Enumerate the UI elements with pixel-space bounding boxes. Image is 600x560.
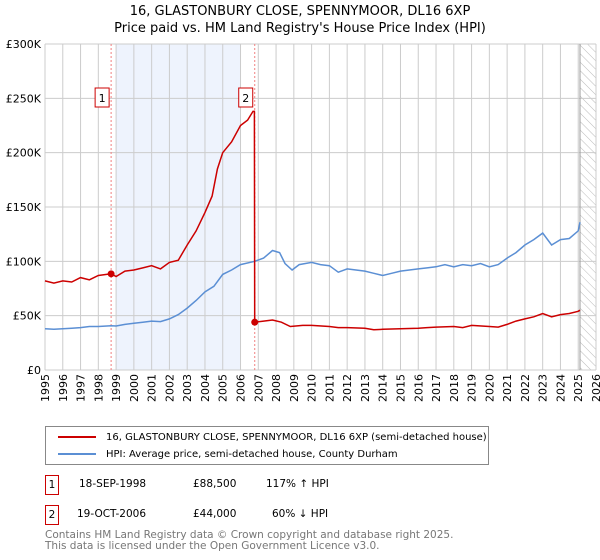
x-tick-label: 2001	[146, 374, 159, 402]
transaction-hpi: 117% ↑ HPI	[266, 478, 329, 490]
x-tick-label: 2025	[572, 374, 585, 402]
x-tick-label: 2007	[252, 374, 265, 402]
footer-copyright: Contains HM Land Registry data © Crown c…	[45, 529, 454, 541]
x-tick-label: 2021	[501, 374, 514, 402]
y-tick-label: £250K	[6, 92, 42, 105]
chart-title: 16, GLASTONBURY CLOSE, SPENNYMOOR, DL16 …	[129, 4, 471, 19]
marker-label: 2	[242, 92, 249, 105]
marker-label-box	[238, 87, 254, 108]
x-tick-label: 2003	[181, 374, 194, 402]
legend-item-property: 16, GLASTONBURY CLOSE, SPENNYMOOR, DL16 …	[58, 430, 487, 444]
x-tick-label: 1999	[110, 374, 123, 402]
x-tick-label: 2023	[537, 374, 550, 402]
x-tick-label: 2009	[288, 374, 301, 402]
marker-badge: 1	[45, 475, 59, 495]
x-tick-label: 2014	[377, 374, 390, 402]
footer: Contains HM Land Registry data © Crown c…	[45, 530, 453, 552]
x-tick-label: 2018	[448, 374, 461, 402]
transaction-price: £88,500	[193, 478, 237, 490]
y-tick-label: £200K	[6, 147, 42, 160]
transaction-price: £44,000	[193, 508, 237, 520]
x-tick-label: 1997	[75, 374, 88, 402]
legend: 16, GLASTONBURY CLOSE, SPENNYMOOR, DL16 …	[45, 426, 489, 465]
y-tick-label: £100K	[6, 255, 42, 268]
x-tick-label: 2015	[394, 374, 407, 402]
chart-subtitle: Price paid vs. HM Land Registry's House …	[114, 21, 486, 36]
legend-label: 16, GLASTONBURY CLOSE, SPENNYMOOR, DL16 …	[106, 431, 487, 443]
x-tick-label: 2019	[466, 374, 479, 402]
x-tick-label: 2004	[199, 374, 212, 402]
x-tick-label: 2012	[341, 374, 354, 402]
marker-badge: 2	[45, 505, 59, 525]
x-tick-label: 2022	[519, 374, 532, 402]
x-tick-label: 2011	[323, 374, 336, 402]
property-price-line	[44, 110, 581, 331]
x-tick-label: 2005	[217, 374, 230, 402]
x-tick-label: 1995	[39, 374, 52, 402]
y-tick-label: £0	[27, 364, 41, 377]
y-tick-label: £300K	[6, 38, 42, 51]
x-tick-label: 2024	[554, 374, 567, 402]
x-tick-label: 2006	[235, 374, 248, 402]
x-tick-label: 2000	[128, 374, 141, 402]
x-tick-label: 1998	[92, 374, 105, 402]
x-tick-label: 2002	[163, 374, 176, 402]
price-chart: 1995 1996 1997 1998 1999 2000 2001 2002 2003 2004…	[6, 38, 600, 402]
transaction-date: 19-OCT-2006	[77, 508, 146, 520]
x-tick-label: 1996	[57, 374, 70, 402]
x-tick-label: 2010	[306, 374, 319, 402]
legend-item-hpi: HPI: Average price, semi-detached house,…	[58, 447, 398, 461]
hpi-line	[44, 222, 581, 331]
marker-label: 1	[99, 92, 106, 105]
sale-point	[107, 270, 115, 278]
x-tick-label: 2016	[412, 374, 425, 402]
x-tick-label: 2020	[483, 374, 496, 402]
x-tick-label: 2017	[430, 374, 443, 402]
sale-point	[251, 318, 259, 326]
legend-line-blue	[58, 453, 96, 455]
transaction-hpi: 60% ↓ HPI	[272, 508, 329, 520]
footer-licence: This data is licensed under the Open Gov…	[45, 540, 380, 552]
legend-line-red	[58, 436, 96, 438]
y-tick-label: £150K	[6, 201, 42, 214]
x-tick-label: 2008	[270, 374, 283, 402]
x-tick-label: 2013	[359, 374, 372, 402]
legend-label: HPI: Average price, semi-detached house,…	[106, 448, 398, 460]
transaction-date: 18-SEP-1998	[79, 478, 147, 490]
marker-label-box	[94, 87, 110, 108]
y-tick-label: £50K	[13, 310, 42, 323]
x-tick-label: 2026	[590, 374, 600, 402]
